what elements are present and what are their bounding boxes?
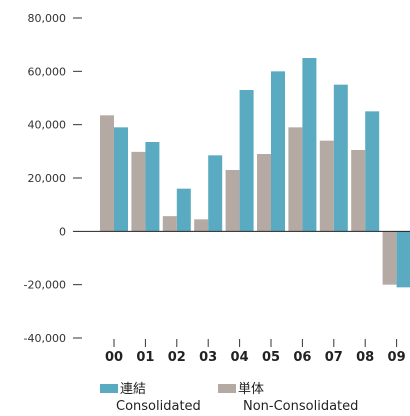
bar-consolidated-07 <box>333 84 348 232</box>
bar-non-consolidated-00 <box>100 115 114 232</box>
x-tick-label: 05 <box>262 350 280 365</box>
bar-non-consolidated-02 <box>162 216 177 232</box>
y-axis: 80,000 60,000 40,000 20,000 0 -20,000 -40,000 <box>24 12 82 345</box>
bar-non-consolidated-09 <box>382 231 397 285</box>
bars-group <box>73 58 410 288</box>
legend-label-non-consolidated-jp: 単体 <box>238 381 264 397</box>
bar-non-consolidated-03 <box>194 219 209 232</box>
y-tick-label: -40,000 <box>24 332 66 345</box>
bar-consolidated-05 <box>271 71 285 232</box>
x-tick-label: 09 <box>388 350 406 365</box>
x-tick-label: 03 <box>199 350 217 365</box>
bar-consolidated-08 <box>365 111 380 232</box>
bar-non-consolidated-01 <box>131 151 146 232</box>
x-tick-label: 06 <box>293 350 311 365</box>
x-tick-label: 02 <box>168 350 186 365</box>
y-tick-label: 80,000 <box>28 12 67 25</box>
bar-non-consolidated-04 <box>225 170 240 232</box>
x-tick-label: 01 <box>136 350 154 365</box>
bar-non-consolidated-07 <box>319 140 334 232</box>
y-tick-label: 40,000 <box>28 119 67 132</box>
bar-consolidated-09 <box>396 231 410 288</box>
x-tick-label: 00 <box>105 350 123 365</box>
legend-label-consolidated-en: Consolidated <box>116 399 201 414</box>
bar-consolidated-06 <box>302 58 317 232</box>
legend-swatch-consolidated <box>100 384 118 393</box>
legend-item-consolidated: 連結 Consolidated <box>100 382 201 414</box>
bar-consolidated-02 <box>176 188 191 232</box>
legend-label-non-consolidated-en: Non-Consolidated <box>243 399 358 414</box>
bar-consolidated-04 <box>239 90 254 232</box>
bar-consolidated-00 <box>114 127 128 232</box>
bar-consolidated-01 <box>145 142 160 232</box>
x-tick-label: 07 <box>325 350 343 365</box>
bar-consolidated-03 <box>208 155 223 232</box>
x-tick-label: 08 <box>356 350 374 365</box>
y-tick-label: 0 <box>59 225 66 238</box>
y-tick-label: 20,000 <box>28 172 67 185</box>
y-tick-label: 60,000 <box>28 65 67 78</box>
x-axis: 00 01 02 03 04 05 06 07 08 09 <box>105 339 406 365</box>
legend: 連結 Consolidated 単体 Non-Consolidated <box>100 381 358 414</box>
legend-item-non-consolidated: 単体 Non-Consolidated <box>218 381 358 414</box>
legend-label-consolidated-jp: 連結 <box>120 382 146 397</box>
bar-non-consolidated-06 <box>288 127 303 232</box>
legend-swatch-non-consolidated <box>218 384 236 393</box>
x-tick-label: 04 <box>231 350 249 365</box>
y-tick-label: -20,000 <box>24 279 66 292</box>
bar-non-consolidated-05 <box>257 154 271 232</box>
bar-non-consolidated-08 <box>351 150 366 232</box>
